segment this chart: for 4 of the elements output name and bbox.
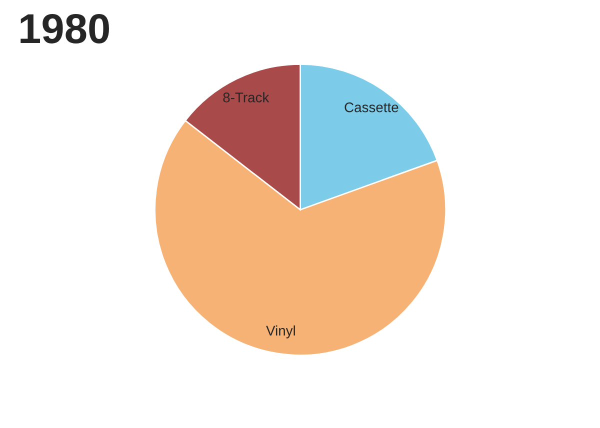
slice-label: Cassette — [344, 102, 398, 112]
chart-title: 1980 — [20, 14, 109, 44]
slice-label: Vinyl — [266, 325, 295, 338]
slice-label: 8-Track — [223, 92, 270, 102]
